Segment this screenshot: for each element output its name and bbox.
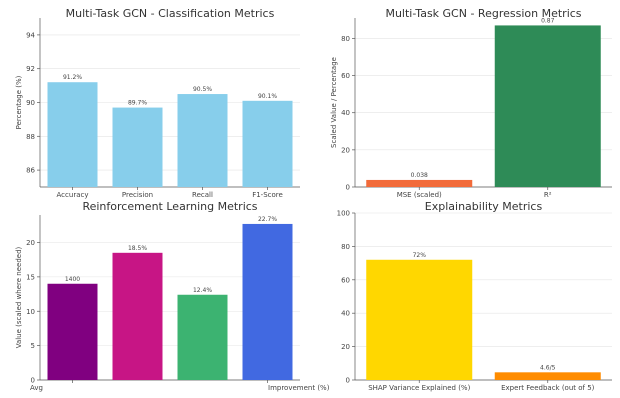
- data-label-0-0: 91.2%: [63, 74, 82, 81]
- y-axis-label-2: Value (scaled where needed): [15, 246, 23, 348]
- bar-0-3: [242, 100, 293, 187]
- data-label-1-1: 0.87: [541, 17, 555, 24]
- bar-2-0: [47, 283, 98, 380]
- x-tick-label-1-0: MSE (scaled): [397, 191, 442, 199]
- bar-3-1: [494, 372, 601, 380]
- data-label-0-3: 90.1%: [258, 93, 277, 100]
- y-tick-label-1: 40: [341, 109, 350, 117]
- x-tick-label-2-0: Avg: [30, 384, 43, 392]
- bar-0-1: [112, 107, 163, 187]
- x-tick-label-1-1: R²: [544, 191, 552, 199]
- data-label-2-3: 22.7%: [258, 216, 277, 223]
- data-label-1-0: 0.038: [411, 172, 428, 179]
- y-tick-label-2: 15: [26, 273, 35, 281]
- x-tick-label-0-3: F1-Score: [252, 191, 283, 199]
- chart-title-1: Multi-Task GCN - Regression Metrics: [385, 7, 581, 20]
- y-tick-label-3: 20: [341, 343, 350, 351]
- bar-1-0: [366, 179, 473, 187]
- data-label-0-2: 90.5%: [193, 86, 212, 93]
- y-tick-label-0: 92: [26, 65, 35, 73]
- data-label-2-1: 18.5%: [128, 245, 147, 252]
- y-tick-label-3: 60: [341, 276, 350, 284]
- x-tick-label-3-1: Expert Feedback (out of 5): [501, 384, 595, 392]
- y-tick-label-2: 0: [31, 377, 35, 385]
- data-label-0-1: 89.7%: [128, 100, 147, 107]
- y-tick-label-0: 86: [26, 167, 35, 175]
- y-tick-label-3: 40: [341, 310, 350, 318]
- bar-2-1: [112, 252, 163, 380]
- bar-3-0: [366, 259, 473, 380]
- y-tick-label-1: 20: [341, 146, 350, 154]
- y-axis-label-0: Percentage (%): [15, 75, 23, 129]
- bar-0-2: [177, 94, 228, 187]
- bar-0-0: [47, 82, 98, 187]
- x-tick-label-0-1: Precision: [122, 191, 153, 199]
- bar-1-1: [494, 25, 601, 187]
- data-label-3-1: 4.6/5: [540, 364, 556, 371]
- data-label-3-0: 72%: [413, 252, 427, 259]
- x-tick-label-3-0: SHAP Variance Explained (%): [368, 384, 470, 392]
- bar-2-3: [242, 223, 293, 380]
- x-tick-label-0-0: Accuracy: [57, 191, 89, 199]
- data-label-2-0: 1400: [65, 276, 80, 283]
- y-tick-label-0: 94: [26, 31, 35, 39]
- chart-title-0: Multi-Task GCN - Classification Metrics: [66, 7, 275, 20]
- y-tick-label-2: 20: [26, 239, 35, 247]
- y-tick-label-1: 0: [346, 184, 350, 192]
- y-tick-label-3: 0: [346, 377, 350, 385]
- chart-title-2: Reinforcement Learning Metrics: [82, 200, 257, 213]
- y-tick-label-3: 100: [337, 210, 350, 218]
- data-label-2-2: 12.4%: [193, 287, 212, 294]
- y-tick-label-2: 10: [26, 308, 35, 316]
- chart-title-3: Explainability Metrics: [425, 200, 543, 213]
- y-tick-label-1: 60: [341, 72, 350, 80]
- y-tick-label-1: 80: [341, 35, 350, 43]
- y-tick-label-3: 80: [341, 243, 350, 251]
- bar-2-2: [177, 294, 228, 380]
- y-tick-label-0: 90: [26, 99, 35, 107]
- y-tick-label-2: 5: [31, 342, 35, 350]
- y-axis-label-1: Scaled Value / Percentage: [330, 57, 338, 148]
- y-tick-label-0: 88: [26, 133, 35, 141]
- x-tick-label-2-3: Improvement (%): [268, 384, 330, 392]
- x-tick-label-0-2: Recall: [192, 191, 213, 199]
